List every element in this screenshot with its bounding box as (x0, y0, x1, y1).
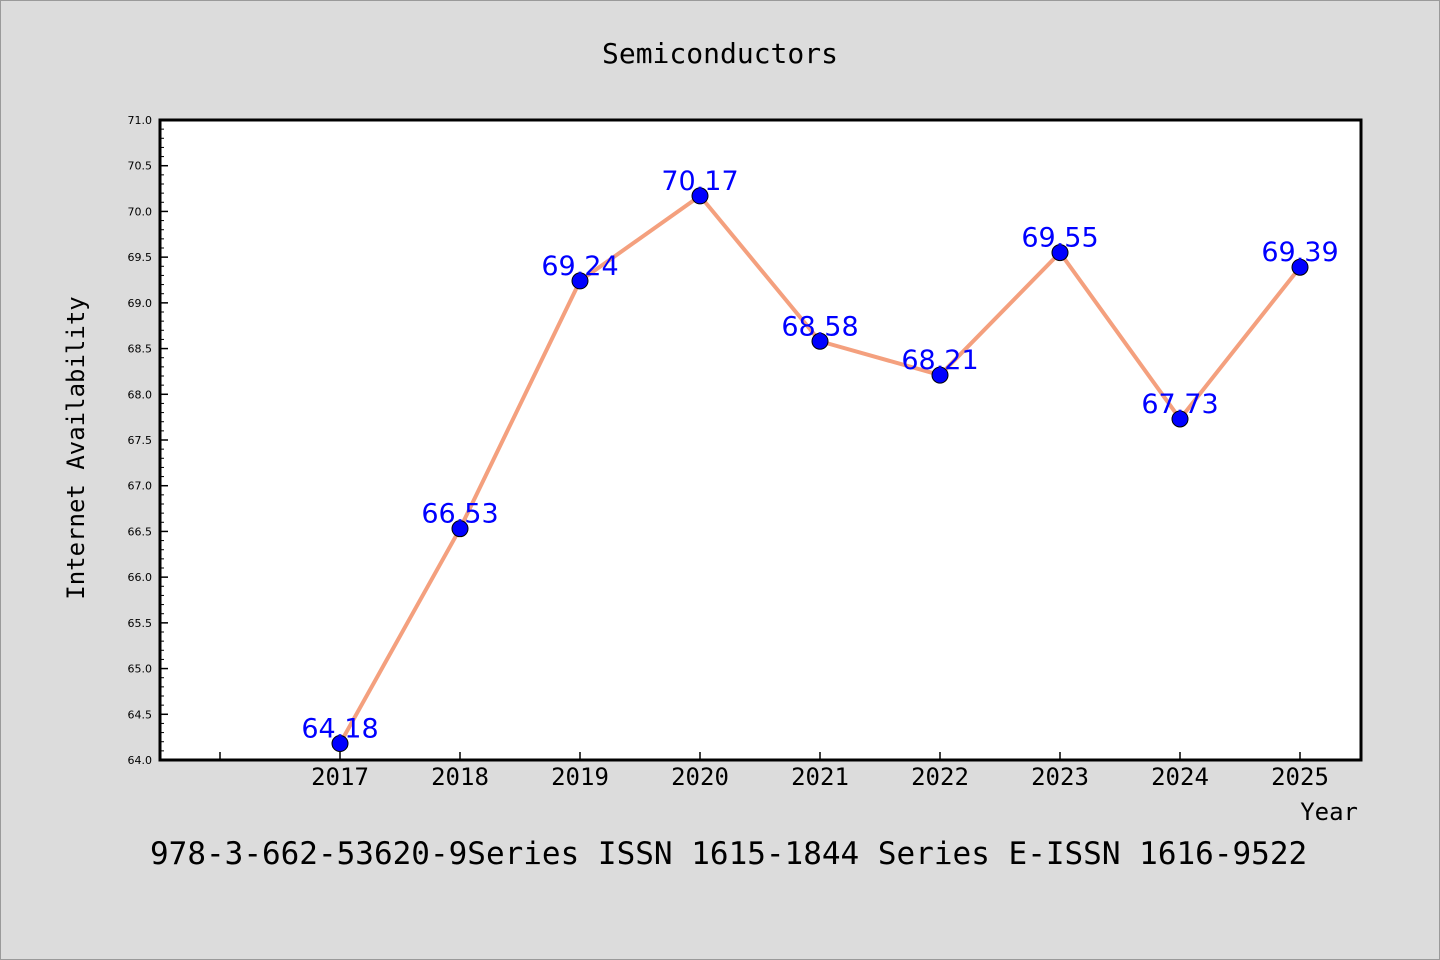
data-point (1051, 244, 1069, 262)
y-tick-label: 68.0 (128, 388, 153, 401)
series-group: 64.18 66.53 69.24 70.17 68.58 68.21 69.55 67.73… (301, 166, 1339, 753)
y-axis-label: Internet Availability (62, 296, 90, 599)
y-tick-label: 67.5 (128, 434, 153, 447)
y-tick-label: 71.0 (128, 114, 153, 127)
x-tick-label: 2018 (431, 763, 489, 791)
y-tick-label: 66.5 (128, 525, 153, 538)
data-label: 67.73 (1141, 389, 1218, 420)
y-tick-label: 69.5 (128, 251, 153, 264)
data-point (451, 520, 469, 538)
y-tick-label: 68.5 (128, 343, 153, 356)
y-tick-label: 67.0 (128, 480, 153, 493)
y-tick-label: 64.0 (128, 754, 153, 767)
data-point (931, 366, 949, 384)
y-tick-label: 64.5 (128, 708, 153, 721)
y-tick-label: 66.0 (128, 571, 153, 584)
data-label: 69.39 (1261, 237, 1338, 268)
x-tick-label: 2017 (311, 763, 369, 791)
data-label: 66.53 (421, 499, 498, 530)
y-tick-label: 70.0 (128, 205, 153, 218)
x-tick-label: 2023 (1031, 763, 1089, 791)
x-axis: 2017 2018 2019 2020 2021 2022 2023 2024 2025 (219, 752, 1329, 791)
x-tick-label: 2025 (1271, 763, 1329, 791)
x-axis-label: Year (1300, 798, 1358, 826)
x-tick-label: 2019 (551, 763, 609, 791)
data-point (691, 187, 709, 205)
data-label: 68.21 (901, 345, 978, 376)
x-tick-label: 2020 (671, 763, 729, 791)
data-label: 69.55 (1021, 223, 1098, 254)
data-label: 70.17 (661, 166, 738, 197)
y-tick-label: 65.5 (128, 617, 153, 630)
data-point (1171, 410, 1189, 428)
plot-area (158, 118, 1363, 762)
footer-text: 978-3-662-53620-9Series ISSN 1615-1844 S… (150, 836, 1307, 872)
y-tick-label: 65.0 (128, 663, 153, 676)
x-tick-label: 2021 (791, 763, 849, 791)
x-tick-label: 2024 (1151, 763, 1209, 791)
chart-title: Semiconductors (602, 37, 838, 70)
data-label: 64.18 (301, 714, 378, 745)
y-axis: 64.0 64.5 65.0 65.5 66.0 66.5 67.0 67.5 68.0 68.5… (128, 114, 168, 767)
data-point (331, 735, 349, 753)
y-tick-label: 69.0 (128, 297, 153, 310)
data-label: 69.24 (541, 251, 618, 282)
x-tick-label: 2022 (911, 763, 969, 791)
data-point (811, 332, 829, 350)
data-point (1291, 258, 1309, 276)
data-label: 68.58 (781, 311, 858, 342)
data-point (571, 272, 589, 290)
y-tick-label: 70.5 (128, 160, 153, 173)
